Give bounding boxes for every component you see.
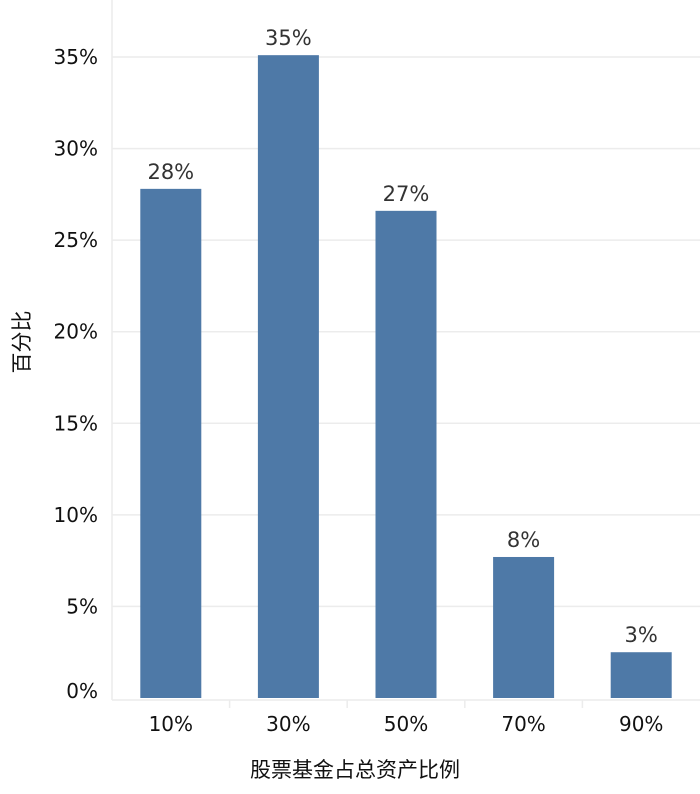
data-label: 28% (147, 160, 194, 184)
axes (111, 0, 700, 708)
x-tick-label: 50% (384, 712, 428, 736)
x-tick-label: 30% (266, 712, 310, 736)
bar-70pct (493, 556, 555, 698)
y-tick-label: 35% (54, 45, 98, 69)
bar-10pct (140, 188, 202, 698)
y-tick-labels: 0% 5% 10% 15% 20% 25% 30% 35% (54, 45, 98, 703)
y-tick-label: 20% (54, 320, 98, 344)
x-tick-label: 70% (501, 712, 545, 736)
data-label: 27% (383, 182, 430, 206)
bars (140, 55, 672, 698)
y-tick-label: 15% (54, 411, 98, 435)
data-label: 8% (507, 528, 540, 552)
x-axis-title: 股票基金占总资产比例 (250, 758, 460, 782)
y-tick-label: 0% (66, 679, 98, 703)
x-tick-labels: 10% 30% 50% 70% 90% (149, 712, 664, 736)
y-tick-label: 25% (54, 228, 98, 252)
x-tick-label: 90% (619, 712, 663, 736)
y-tick-label: 30% (54, 137, 98, 161)
data-labels: 28% 35% 27% 8% 3% (147, 26, 657, 647)
y-tick-label: 5% (66, 594, 98, 618)
y-axis-title: 百分比 (10, 311, 34, 374)
bar-90pct (610, 652, 672, 698)
y-tick-label: 10% (54, 503, 98, 527)
data-label: 3% (625, 623, 658, 647)
data-label: 35% (265, 26, 312, 50)
bar-50pct (375, 210, 437, 698)
bar-30pct (257, 55, 319, 698)
x-tick-label: 10% (149, 712, 193, 736)
